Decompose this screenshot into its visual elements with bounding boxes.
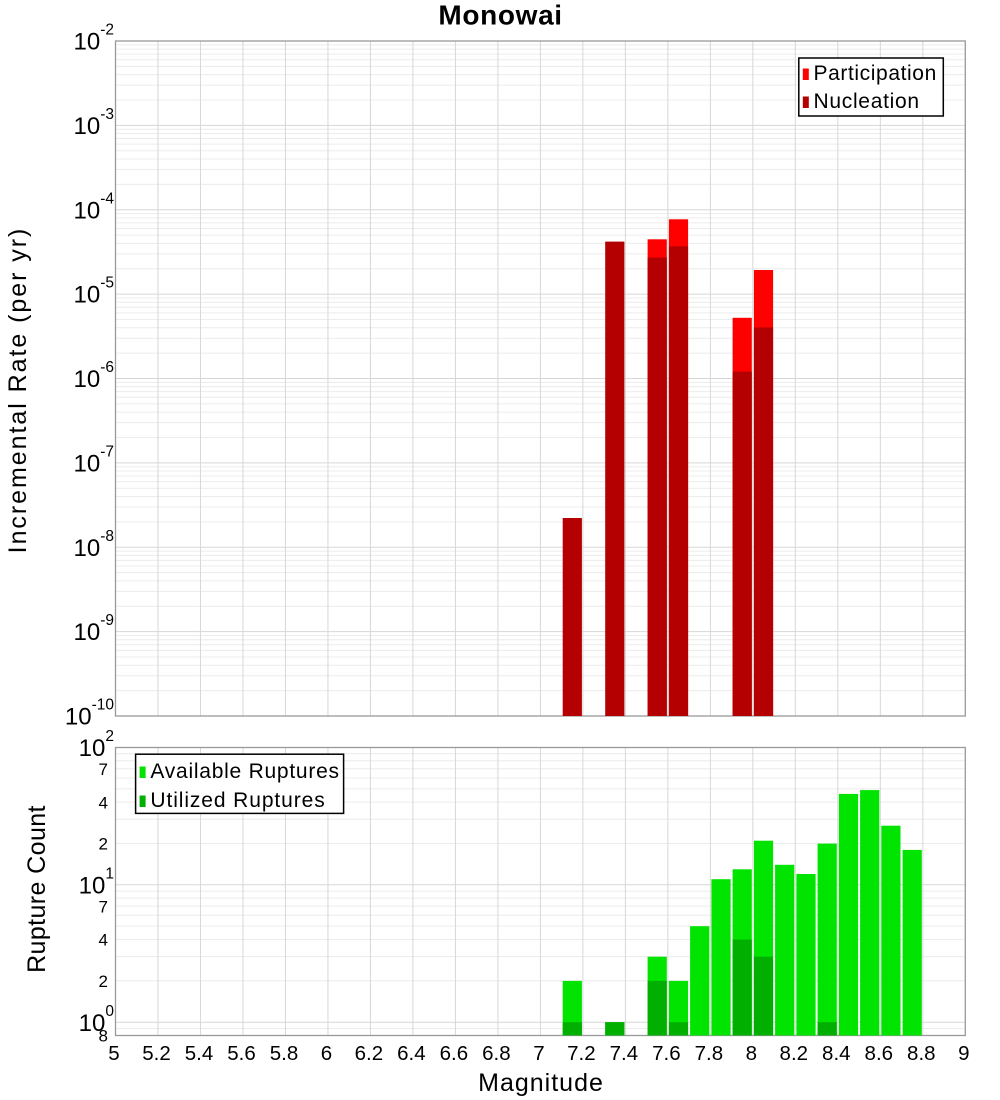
svg-text:7.8: 7.8	[695, 1042, 724, 1065]
svg-text:5.2: 5.2	[142, 1042, 171, 1065]
svg-text:Incremental Rate (per yr): Incremental Rate (per yr)	[4, 227, 32, 554]
svg-text:8: 8	[99, 1027, 108, 1046]
svg-text:5.4: 5.4	[185, 1042, 214, 1065]
svg-text:6.2: 6.2	[355, 1042, 384, 1065]
svg-text:5.6: 5.6	[227, 1042, 256, 1065]
svg-text:5: 5	[108, 1042, 119, 1065]
svg-text:9: 9	[958, 1042, 969, 1065]
svg-text:8.4: 8.4	[822, 1042, 851, 1065]
svg-text:8.8: 8.8	[907, 1042, 936, 1065]
svg-text:4: 4	[99, 793, 108, 812]
svg-text:Utilized Ruptures: Utilized Ruptures	[150, 789, 325, 812]
svg-text:8.6: 8.6	[865, 1042, 894, 1065]
svg-text:7: 7	[99, 760, 108, 779]
svg-text:Monowai: Monowai	[438, 0, 562, 31]
svg-text:7: 7	[533, 1042, 544, 1065]
svg-text:Rupture Count: Rupture Count	[23, 805, 51, 973]
svg-text:6.6: 6.6	[440, 1042, 469, 1065]
svg-text:6: 6	[321, 1042, 332, 1065]
svg-text:2: 2	[99, 835, 108, 854]
svg-text:7: 7	[99, 897, 108, 916]
svg-text:8.2: 8.2	[780, 1042, 809, 1065]
svg-text:8: 8	[746, 1042, 757, 1065]
svg-text:Magnitude: Magnitude	[478, 1069, 604, 1097]
svg-text:7.2: 7.2	[567, 1042, 596, 1065]
svg-text:Available Ruptures: Available Ruptures	[150, 760, 339, 783]
svg-text:6.8: 6.8	[482, 1042, 511, 1065]
svg-text:6.4: 6.4	[397, 1042, 426, 1065]
svg-text:Participation: Participation	[814, 62, 937, 85]
svg-text:5.8: 5.8	[270, 1042, 299, 1065]
svg-text:4: 4	[99, 931, 108, 950]
svg-text:7.4: 7.4	[610, 1042, 639, 1065]
svg-text:Nucleation: Nucleation	[814, 90, 920, 113]
svg-text:2: 2	[99, 972, 108, 991]
svg-text:7.6: 7.6	[652, 1042, 681, 1065]
